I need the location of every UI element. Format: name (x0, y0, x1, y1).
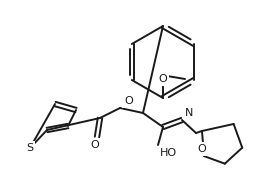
Text: O: O (198, 144, 206, 154)
Text: O: O (91, 140, 99, 150)
Text: O: O (159, 74, 167, 84)
Text: S: S (26, 143, 34, 153)
Text: HO: HO (160, 148, 177, 158)
Text: N: N (185, 108, 193, 118)
Text: O: O (124, 96, 133, 106)
